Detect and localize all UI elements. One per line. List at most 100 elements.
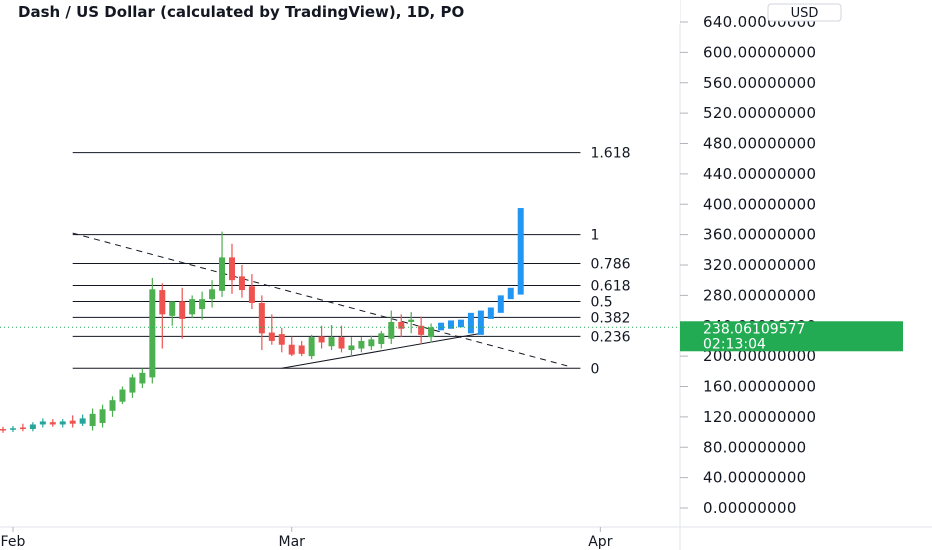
support-trendline [281,332,481,369]
candle-body [49,422,56,425]
candle-body [189,299,196,315]
candle-up [139,368,146,389]
candle-body [29,424,36,430]
fib-level-label: 0.5 [590,294,612,310]
candle-up [189,295,196,319]
projection-bar [467,312,474,334]
current-price-tag-box [680,321,903,352]
candle-body [109,400,116,411]
projection-bar [497,295,504,313]
title-backdrop [0,0,680,24]
candle-down [338,325,345,353]
price-tick-label: 40.00000000 [703,469,807,487]
candle-down [19,423,26,432]
candle-down [398,314,405,338]
candle-up [219,231,226,297]
projection-bar [487,307,494,319]
candle-up [328,324,335,351]
currency-badge-box [767,3,842,22]
title-clip [677,0,680,24]
candle-up [89,408,96,431]
price-tick-label: 320.00000000 [703,256,816,274]
candle-body [69,420,76,424]
price-tick-label: 600.00000000 [703,43,816,61]
candle-body [348,345,355,351]
candle-up [199,291,206,320]
candle-down [268,314,275,345]
candle-body [358,340,365,349]
price-tick-label: 200.00000000 [703,347,816,365]
candle-body [159,290,166,315]
candle-up [358,337,365,353]
candle-body [298,345,305,354]
candle-up [368,335,375,351]
candle-body [228,257,235,281]
candle-body [318,336,325,343]
candle-body [328,337,335,347]
candle-down [288,336,295,357]
candle-body [219,257,226,291]
candle-body [39,421,46,425]
candle-body [248,286,255,303]
price-tick-label: 560.00000000 [703,74,816,92]
candle-up [79,414,86,426]
fib-level-label: 1 [590,228,599,244]
candle-down [418,316,425,344]
candle-body [418,325,425,335]
current-price-tag: 238.06109577 02:13:04 [680,321,903,352]
fib-level-label: 0.382 [590,310,630,326]
projection-bar [517,208,524,295]
price-tick-label: 440.00000000 [703,165,816,183]
projection-bars [438,208,524,335]
candle-body [338,337,345,349]
candle-down [248,274,255,310]
candle-body [19,427,26,430]
candle-up [348,337,355,357]
candle-body [209,289,216,300]
candle-body [0,429,6,431]
time-axis-ticks: Feb Mar Apr [1,527,613,550]
candle-body [89,413,96,426]
candle-up [308,334,315,360]
price-tick-label: 0.00000000 [703,499,797,517]
bar-countdown: 02:13:04 [703,336,766,352]
candle-body [278,334,285,345]
trendlines[interactable] [72,232,571,369]
fib-level-label: 0.618 [590,279,630,295]
price-tick-label: 120.00000000 [703,408,816,426]
candle-down [258,295,265,351]
price-tick-label: 360.00000000 [703,226,816,244]
candle-down [228,243,235,294]
candle-body [408,319,415,322]
projection-bar [448,320,455,329]
candle-up [428,323,435,343]
time-axis[interactable]: Feb Mar Apr [0,526,932,550]
price-axis-ticks: 640.00000000600.00000000560.00000000520.… [680,13,816,517]
price-axis[interactable]: 640.00000000600.00000000560.00000000520.… [679,0,816,550]
price-tick-label: 480.00000000 [703,135,816,153]
price-tick-label: 520.00000000 [703,104,816,122]
dashed-trendline [72,232,571,368]
projection-bar [477,310,484,335]
currency-badge[interactable]: USD [767,3,842,22]
candle-up [408,312,415,334]
candle-body [368,339,375,347]
candle-body [308,337,315,357]
candle-up [109,396,116,417]
candle-up [169,301,176,326]
candle-down [298,340,305,357]
candle-up [99,404,106,428]
candle-down [159,283,166,349]
candle-up [29,422,36,432]
candle-down [238,265,245,298]
time-tick-label: Feb [1,534,26,550]
candle-up [209,280,216,308]
candle-down [49,419,56,427]
candle-up [9,425,16,433]
candle-body [199,299,206,310]
candle-body [139,372,146,384]
fib-level-label: 0.786 [590,256,630,272]
projection-bar [438,322,445,331]
